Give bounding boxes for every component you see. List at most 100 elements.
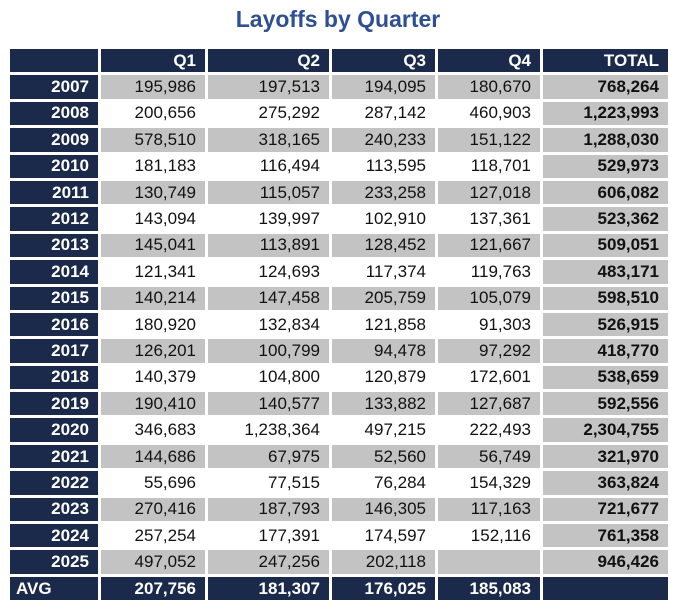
- quarter-cell: 200,656: [101, 101, 205, 126]
- quarter-cell: 113,595: [332, 154, 435, 178]
- table-row: 2025 497,052 247,256 202,118 946,426: [10, 550, 668, 574]
- quarter-cell: 67,975: [208, 444, 329, 469]
- total-cell: 418,770: [543, 339, 668, 363]
- quarter-cell: 202,118: [332, 550, 435, 574]
- quarter-cell: 240,233: [332, 128, 435, 152]
- quarter-cell: 126,201: [101, 339, 205, 363]
- quarter-cell: 187,793: [208, 497, 329, 522]
- quarter-cell: 127,687: [438, 392, 540, 416]
- total-cell: 529,973: [543, 154, 668, 178]
- total-cell: 321,970: [543, 444, 668, 469]
- total-cell: 1,288,030: [543, 128, 668, 152]
- total-cell: 538,659: [543, 365, 668, 390]
- quarter-cell: 105,079: [438, 286, 540, 310]
- quarter-cell: 56,749: [438, 444, 540, 469]
- table-row: 2024 257,254 177,391 174,597 152,116 761,358: [10, 524, 668, 548]
- row-label-cell: 2024: [10, 524, 98, 548]
- quarter-cell: 180,670: [438, 75, 540, 99]
- quarter-cell: 287,142: [332, 101, 435, 126]
- row-label-cell: 2018: [10, 365, 98, 390]
- row-label-cell: 2010: [10, 154, 98, 178]
- quarter-cell: 140,379: [101, 365, 205, 390]
- total-cell: 2,304,755: [543, 418, 668, 442]
- quarter-cell: 145,041: [101, 233, 205, 258]
- quarter-cell: 176,025: [332, 576, 435, 601]
- header-row: Q1 Q2 Q3 Q4 TOTAL: [10, 49, 668, 73]
- quarter-cell: 144,686: [101, 444, 205, 469]
- quarter-cell: 52,560: [332, 444, 435, 469]
- row-label-cell: 2021: [10, 444, 98, 469]
- table-row: 2023 270,416 187,793 146,305 117,163 721,677: [10, 497, 668, 522]
- quarter-cell: 146,305: [332, 497, 435, 522]
- row-label-cell: 2020: [10, 418, 98, 442]
- total-cell: 1,223,993: [543, 101, 668, 126]
- total-cell: 592,556: [543, 392, 668, 416]
- quarter-cell: 318,165: [208, 128, 329, 152]
- quarter-cell: 117,163: [438, 497, 540, 522]
- quarter-cell: [438, 550, 540, 574]
- quarter-cell: Q1: [101, 49, 205, 73]
- quarter-cell: 195,986: [101, 75, 205, 99]
- quarter-cell: 119,763: [438, 260, 540, 284]
- table-row: 2010 181,183 116,494 113,595 118,701 529,973: [10, 154, 668, 178]
- row-label-cell: 2023: [10, 497, 98, 522]
- table-row: 2007 195,986 197,513 194,095 180,670 768,264: [10, 75, 668, 99]
- quarter-cell: 127,018: [438, 180, 540, 205]
- quarter-cell: 207,756: [101, 576, 205, 601]
- total-cell: 509,051: [543, 233, 668, 258]
- table-row: 2014 121,341 124,693 117,374 119,763 483,171: [10, 260, 668, 284]
- table-row: 2015 140,214 147,458 205,759 105,079 598,510: [10, 286, 668, 310]
- table-row: 2011 130,749 115,057 233,258 127,018 606,082: [10, 180, 668, 205]
- quarter-cell: 270,416: [101, 497, 205, 522]
- quarter-cell: 257,254: [101, 524, 205, 548]
- total-cell: 606,082: [543, 180, 668, 205]
- quarter-cell: 172,601: [438, 365, 540, 390]
- quarter-cell: 152,116: [438, 524, 540, 548]
- table-row: 2018 140,379 104,800 120,879 172,601 538,659: [10, 365, 668, 390]
- row-label-cell: 2025: [10, 550, 98, 574]
- row-label-cell: 2022: [10, 471, 98, 495]
- row-label-cell: 2008: [10, 101, 98, 126]
- quarter-cell: 140,577: [208, 392, 329, 416]
- quarter-cell: 346,683: [101, 418, 205, 442]
- total-cell: 721,677: [543, 497, 668, 522]
- row-label-cell: 2015: [10, 286, 98, 310]
- quarter-cell: 113,891: [208, 233, 329, 258]
- quarter-cell: 91,303: [438, 312, 540, 337]
- quarter-cell: 143,094: [101, 207, 205, 231]
- quarter-cell: Q4: [438, 49, 540, 73]
- row-label-cell: 2012: [10, 207, 98, 231]
- quarter-cell: 115,057: [208, 180, 329, 205]
- quarter-cell: 133,882: [332, 392, 435, 416]
- row-label-cell: [10, 49, 98, 73]
- row-label-cell: 2013: [10, 233, 98, 258]
- quarter-cell: 116,494: [208, 154, 329, 178]
- average-row: AVG 207,756 181,307 176,025 185,083: [10, 576, 668, 601]
- row-label-cell: 2017: [10, 339, 98, 363]
- quarter-cell: 104,800: [208, 365, 329, 390]
- quarter-cell: 132,834: [208, 312, 329, 337]
- quarter-cell: 147,458: [208, 286, 329, 310]
- row-label-cell: AVG: [10, 576, 98, 601]
- total-cell: 946,426: [543, 550, 668, 574]
- page-title: Layoffs by Quarter: [235, 6, 441, 32]
- quarter-cell: 77,515: [208, 471, 329, 495]
- quarter-cell: 1,238,364: [208, 418, 329, 442]
- table-row: 2016 180,920 132,834 121,858 91,303 526,915: [10, 312, 668, 337]
- quarter-cell: 190,410: [101, 392, 205, 416]
- quarter-cell: 181,183: [101, 154, 205, 178]
- total-cell: 768,264: [543, 75, 668, 99]
- quarter-cell: 124,693: [208, 260, 329, 284]
- quarter-cell: 117,374: [332, 260, 435, 284]
- table-row: 2009 578,510 318,165 240,233 151,122 1,288,03…: [10, 128, 668, 152]
- quarter-cell: 154,329: [438, 471, 540, 495]
- quarter-cell: 460,903: [438, 101, 540, 126]
- quarter-cell: 205,759: [332, 286, 435, 310]
- total-cell: 761,358: [543, 524, 668, 548]
- quarter-cell: Q3: [332, 49, 435, 73]
- quarter-cell: 185,083: [438, 576, 540, 601]
- quarter-cell: 102,910: [332, 207, 435, 231]
- quarter-cell: 121,858: [332, 312, 435, 337]
- quarter-cell: 177,391: [208, 524, 329, 548]
- total-cell: 526,915: [543, 312, 668, 337]
